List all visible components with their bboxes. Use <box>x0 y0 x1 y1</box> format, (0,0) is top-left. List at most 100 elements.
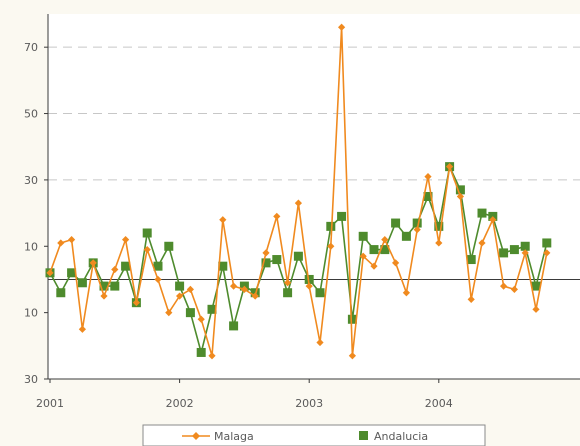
y-tick-label: 70 <box>24 41 38 54</box>
grid-lines <box>48 46 580 181</box>
data-point-andalucia <box>412 218 422 228</box>
data-point-andalucia <box>423 192 433 201</box>
data-point-malaga <box>208 352 216 360</box>
data-point-andalucia <box>196 347 206 357</box>
data-point-malaga <box>424 172 432 181</box>
data-point-malaga <box>446 163 454 171</box>
data-point-andalucia <box>391 218 401 228</box>
data-point-andalucia <box>77 278 87 288</box>
data-point-malaga <box>543 249 551 257</box>
data-point-andalucia <box>67 268 77 278</box>
data-point-andalucia <box>520 241 530 251</box>
data-point-malaga <box>348 352 356 360</box>
x-tick-label: 2003 <box>295 397 323 410</box>
data-point-andalucia <box>175 281 185 291</box>
data-point-andalucia <box>369 245 379 255</box>
x-tick-label: 2001 <box>36 397 64 410</box>
legend-andalucia-label: Andalucia <box>374 430 428 443</box>
legend-malaga-label: Malaga <box>214 430 254 443</box>
data-point-malaga <box>467 295 475 303</box>
data-point-malaga <box>111 265 119 274</box>
data-point-malaga <box>68 236 76 244</box>
data-point-andalucia <box>326 221 336 231</box>
legend-item-malaga: Malaga <box>182 430 254 443</box>
data-point-andalucia <box>218 261 228 271</box>
data-point-malaga <box>381 236 389 244</box>
data-point-andalucia <box>153 261 163 271</box>
data-point-andalucia <box>304 274 314 284</box>
data-point-malaga <box>186 285 194 294</box>
data-point-malaga <box>262 249 270 257</box>
data-point-malaga <box>143 245 151 254</box>
y-axis-ticks: 30 10 10 30 50 70 <box>24 41 48 386</box>
data-point-andalucia <box>455 185 465 195</box>
data-point-malaga <box>327 242 335 250</box>
data-point-andalucia <box>401 231 411 241</box>
legend-andalucia-marker <box>359 431 368 440</box>
data-point-andalucia <box>99 281 109 291</box>
data-point-malaga <box>305 282 313 290</box>
data-point-malaga <box>273 212 281 221</box>
data-point-andalucia <box>477 208 487 218</box>
legend-box <box>142 424 486 446</box>
data-point-andalucia <box>466 255 476 265</box>
legend-malaga-marker <box>192 432 200 440</box>
data-point-malaga <box>46 269 54 277</box>
plot-area <box>48 14 580 379</box>
data-point-andalucia <box>56 288 66 298</box>
data-point-andalucia <box>315 288 325 298</box>
data-point-malaga <box>176 292 184 300</box>
series-layer <box>45 23 552 360</box>
data-point-malaga <box>370 262 378 270</box>
data-point-andalucia <box>121 261 131 271</box>
y-tick-label: 10 <box>24 307 38 320</box>
legend: Malaga Andalucia <box>142 424 486 446</box>
data-point-andalucia <box>531 281 541 291</box>
data-point-andalucia <box>185 308 195 318</box>
data-point-andalucia <box>261 258 271 268</box>
data-point-andalucia <box>110 281 120 291</box>
data-point-malaga <box>122 236 130 244</box>
data-point-malaga <box>402 289 410 297</box>
data-point-andalucia <box>380 245 390 255</box>
data-point-malaga <box>251 292 259 300</box>
data-point-andalucia <box>272 255 282 265</box>
y-tick-label: 50 <box>24 108 38 121</box>
data-point-andalucia <box>293 251 303 261</box>
data-point-andalucia <box>509 245 519 255</box>
data-point-malaga <box>392 259 400 267</box>
data-point-malaga <box>510 285 518 294</box>
data-point-malaga <box>154 275 162 284</box>
data-point-malaga <box>456 192 464 201</box>
data-point-andalucia <box>164 241 174 251</box>
data-point-andalucia <box>347 314 357 324</box>
data-point-andalucia <box>142 228 152 238</box>
data-point-malaga <box>316 338 324 347</box>
data-point-malaga <box>230 282 238 290</box>
data-point-malaga <box>165 309 173 317</box>
data-point-andalucia <box>337 211 347 221</box>
data-point-malaga <box>478 239 486 247</box>
legend-item-andalucia: Andalucia <box>359 430 428 443</box>
data-point-malaga <box>294 199 302 207</box>
data-point-malaga <box>197 315 205 323</box>
x-tick-label: 2002 <box>166 397 194 410</box>
data-point-andalucia <box>358 231 368 241</box>
data-point-malaga <box>500 282 508 290</box>
data-point-andalucia <box>542 238 552 248</box>
data-point-malaga <box>219 216 227 224</box>
x-tick-label: 2004 <box>425 397 453 410</box>
data-point-malaga <box>57 239 65 247</box>
data-point-malaga <box>413 226 421 234</box>
data-point-malaga <box>240 285 248 294</box>
data-point-andalucia <box>434 221 444 231</box>
y-tick-label: 30 <box>24 174 38 187</box>
data-point-malaga <box>284 279 292 287</box>
data-point-malaga <box>132 299 140 307</box>
data-point-malaga <box>338 23 346 31</box>
data-point-malaga <box>100 292 108 300</box>
data-point-malaga <box>521 249 529 257</box>
data-point-malaga <box>359 252 367 260</box>
